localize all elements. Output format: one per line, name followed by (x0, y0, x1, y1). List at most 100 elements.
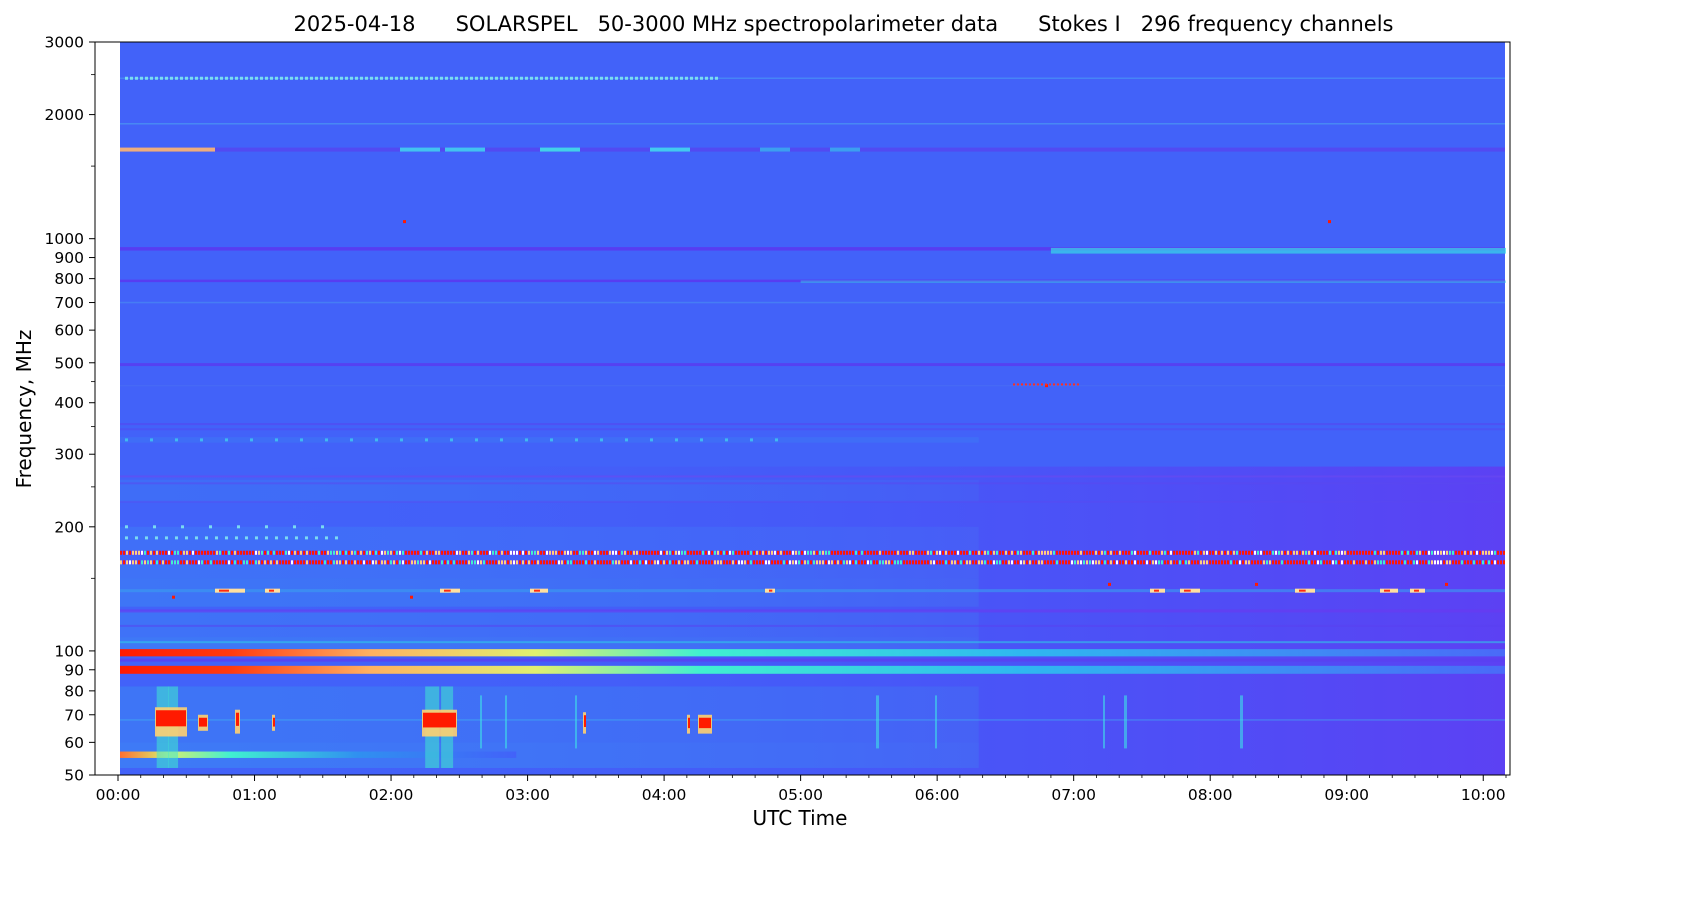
band-940mhz (1050, 247, 1506, 254)
band-790mhz (800, 280, 1506, 283)
spectral-line (120, 363, 1505, 367)
y-tick-label: 60 (64, 734, 84, 752)
y-tick-label: 90 (64, 661, 84, 679)
vertical-streak (575, 695, 577, 749)
y-tick-label: 80 (64, 682, 84, 700)
x-tick-label: 00:00 (96, 786, 141, 804)
spectral-line (120, 123, 1505, 125)
hotspot-140mhz-core (1154, 589, 1159, 592)
spectral-line (120, 77, 1505, 80)
red-dot (1045, 383, 1047, 386)
band-56mhz (120, 751, 517, 758)
spectral-line (120, 428, 1505, 431)
x-tick-label: 01:00 (232, 786, 277, 804)
x-tick-label: 07:00 (1051, 786, 1096, 804)
burst-core (273, 717, 275, 727)
x-axis-label: UTC Time (753, 806, 848, 830)
red-dot (1065, 383, 1067, 386)
burst-core (699, 717, 711, 729)
y-tick-label: 200 (54, 518, 84, 536)
speckle-line (125, 536, 338, 540)
red-dot (1021, 383, 1023, 386)
rfi-line (120, 550, 1505, 555)
vertical-streak (1103, 695, 1105, 749)
plot-frame (94, 41, 1511, 776)
spectral-line (120, 423, 1505, 426)
red-dot (172, 595, 175, 599)
red-dot (1108, 582, 1111, 586)
vertical-streak (480, 695, 482, 749)
spectral-line (120, 475, 1505, 478)
burst-core (584, 715, 586, 727)
vertical-streak (505, 695, 507, 749)
spectral-line (120, 609, 1505, 613)
hotspot-140mhz (215, 588, 245, 593)
hotspot-140mhz-core (534, 589, 540, 592)
red-dot (410, 595, 413, 599)
x-tick-label: 10:00 (1461, 786, 1506, 804)
band-90mhz (120, 665, 1505, 674)
red-dot (1328, 220, 1331, 224)
band-1640mhz-segment (650, 147, 690, 152)
band-100mhz (120, 649, 1505, 657)
spectral-line (120, 384, 1505, 387)
y-tick-label: 3000 (45, 34, 84, 52)
burst-core (236, 712, 239, 726)
red-dot (1049, 383, 1051, 386)
y-tick-label: 1000 (45, 230, 84, 248)
band-1640mhz-segment (540, 147, 580, 152)
spectral-line (120, 658, 1505, 662)
hotspot-140mhz-core (1184, 589, 1191, 592)
hotspot-140mhz-core (1299, 589, 1306, 592)
red-dot (1029, 383, 1031, 386)
band-1640mhz (120, 147, 1505, 152)
hotspot-140mhz-core (1414, 589, 1419, 592)
red-dot (1057, 383, 1059, 386)
vertical-streak (1240, 695, 1243, 749)
speckle-line (125, 438, 778, 442)
x-tick-label: 04:00 (642, 786, 687, 804)
burst-core (199, 717, 207, 727)
x-tick-label: 06:00 (915, 786, 960, 804)
spectral-line (120, 482, 1505, 485)
rfi-dots (120, 560, 1505, 565)
red-dot (1025, 383, 1027, 386)
rfi-line (120, 560, 1505, 565)
y-tick-label: 500 (54, 354, 84, 372)
speckle-line (125, 76, 718, 80)
spectral-line (120, 719, 1505, 721)
y-tick-label: 70 (64, 706, 84, 724)
rfi-dots (120, 550, 1505, 555)
y-tick-label: 50 (64, 767, 84, 785)
y-tick-label: 100 (54, 642, 84, 660)
spectral-line (120, 301, 1505, 304)
red-dot (1445, 582, 1448, 586)
red-dot (1069, 383, 1071, 386)
violet-tint (120, 466, 1505, 775)
red-dot (1073, 383, 1075, 386)
burst-core (423, 712, 456, 728)
spectral-line (120, 247, 1505, 251)
burst-core (688, 717, 690, 729)
y-tick-label: 600 (54, 322, 84, 340)
y-tick-label: 900 (54, 249, 84, 267)
x-tick-label: 09:00 (1324, 786, 1369, 804)
noise-band (120, 437, 979, 443)
y-tick-label: 400 (54, 394, 84, 412)
red-dot (1017, 383, 1019, 386)
band-1640mhz-segment (445, 147, 485, 152)
red-dot (1045, 384, 1048, 388)
burst-core (156, 710, 186, 727)
hotspot-140mhz-core (769, 589, 773, 592)
vertical-streak (876, 695, 879, 749)
band-1640mhz-segment (400, 147, 440, 152)
x-tick-label: 02:00 (369, 786, 414, 804)
red-dot (1037, 383, 1039, 386)
vertical-streak (1124, 695, 1127, 749)
hotspot-140mhz-core (1384, 589, 1390, 592)
speckle-line (125, 525, 324, 529)
band-1640mhz-segment (830, 147, 860, 152)
band-140mhz (120, 589, 1505, 593)
chart-title: 2025-04-18 SOLARSPEL 50-3000 MHz spectro… (293, 12, 1394, 36)
y-tick-label: 2000 (45, 106, 84, 124)
